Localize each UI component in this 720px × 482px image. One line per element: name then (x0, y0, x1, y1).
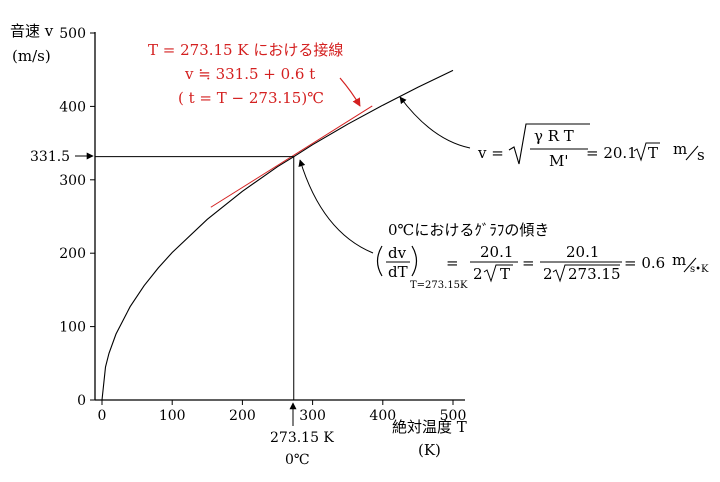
curve-formula-unit-s: s (697, 146, 705, 164)
slope-frac1-den: 2 (473, 265, 483, 283)
slope-frac2-den-t: 273.15 (568, 265, 621, 283)
y-tick-label: 200 (59, 246, 86, 262)
slope-frac1-den-t: T (500, 265, 510, 283)
curve-formula: v = γ R T M' = 20.1 T m s (477, 123, 705, 170)
x-axis-unit: (K) (418, 441, 441, 459)
slope-subscript: T=273.15K (410, 280, 468, 291)
slope-frac2-sqrt (552, 264, 620, 283)
slope-formula: 0℃におけるｸﾞﾗﾌの傾き dv dT T=273.15K = 20.1 2 T… (376, 221, 709, 291)
y-tick-label: 400 (59, 99, 86, 115)
curve-formula-sqrt-t: T (648, 144, 658, 162)
curve-formula-sqrt-sign (508, 123, 590, 165)
x-marker-label: 273.15 K (270, 430, 334, 446)
y-tick-label: 500 (59, 26, 86, 42)
y-tick-label: 100 (59, 320, 86, 336)
curve-formula-v: v = (477, 144, 504, 162)
y-marker-label: 331.5 (30, 149, 70, 165)
slope-frac2-den: 2 (543, 265, 553, 283)
y-axis-label: 音速 v (10, 22, 54, 40)
slope-paren-right (411, 245, 418, 277)
slope-frac1-num: 20.1 (480, 243, 513, 261)
slope-result: = 0.6 (624, 254, 665, 272)
curve-formula-sqrt-t-sign (633, 142, 660, 162)
tangent-definition: ( t = T − 273.15)℃ (178, 89, 324, 107)
axes (94, 32, 465, 401)
x-axis-label: 絶対温度 T (392, 418, 467, 436)
x-tick-label: 0 (98, 408, 107, 424)
slope-unit-sk: s•K (690, 264, 709, 275)
x-marker-celsius-label: 0℃ (285, 452, 310, 468)
x-tick-label: 300 (299, 408, 326, 424)
slope-unit-slash (683, 257, 697, 273)
curve-formula-denominator: M' (549, 152, 568, 170)
slope-eq1: = (446, 254, 459, 272)
slope-paren-left (376, 245, 383, 277)
curve-pointer-arrow (399, 96, 471, 149)
slope-unit-m: m (672, 251, 686, 269)
tangent-pointer-arrow (339, 77, 361, 107)
tangent-title: T = 273.15 K における接線 (148, 41, 343, 59)
slope-frac2-num: 20.1 (566, 243, 599, 261)
slope-title: 0℃におけるｸﾞﾗﾌの傾き (388, 221, 549, 239)
curve-formula-numerator: γ R T (534, 127, 574, 145)
y-tick-label: 300 (59, 173, 86, 189)
x-tick-label: 400 (369, 408, 396, 424)
curve-formula-rhs: = 20.1 (586, 144, 637, 162)
curve-formula-unit-m: m (673, 140, 687, 158)
series-line-sound-speed (101, 69, 454, 401)
tick-group: 0 100 200 300 400 500 0 100 200 300 400 500 (59, 26, 466, 424)
y-tick-label: 0 (77, 393, 86, 409)
x-tick-label: 100 (159, 408, 186, 424)
x-tick-label: 500 (440, 408, 467, 424)
slope-eq2: = (522, 254, 535, 272)
curve-formula-unit-slash (685, 145, 699, 161)
y-axis-unit: (m/s) (12, 47, 51, 65)
slope-frac1-sqrt (483, 264, 513, 283)
slope-dv: dv (388, 244, 407, 262)
x-tick-label: 200 (229, 408, 256, 424)
tangent-equation: v ≒ 331.5 + 0.6 t (184, 65, 315, 83)
slope-pointer-arrow (298, 159, 374, 254)
slope-dt: dT (388, 263, 408, 281)
